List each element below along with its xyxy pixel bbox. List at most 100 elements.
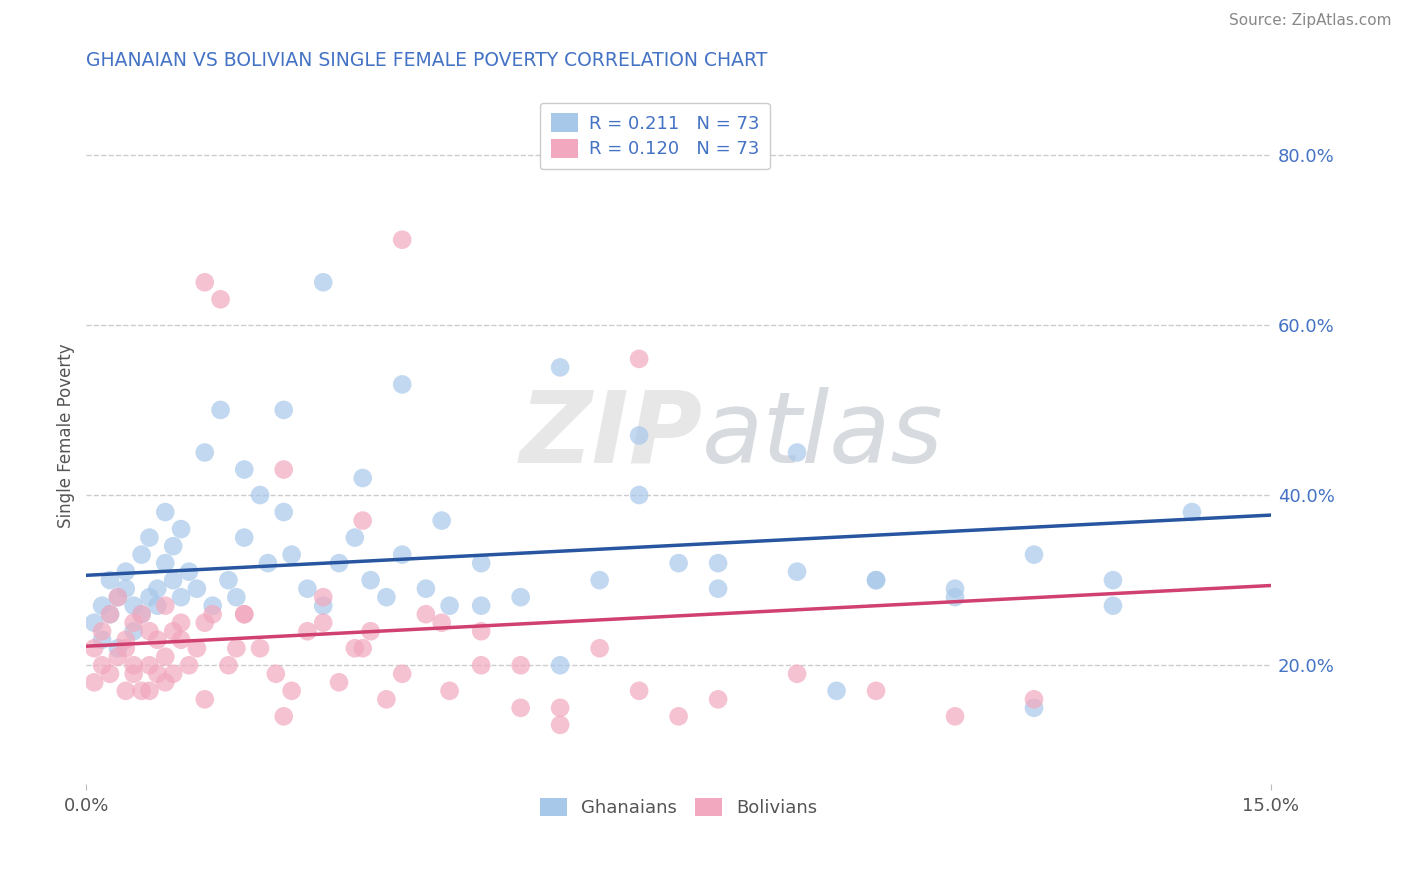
Point — [155, 649, 177, 664]
Point — [707, 692, 730, 706]
Point — [360, 573, 382, 587]
Point — [548, 718, 571, 732]
Point — [225, 590, 247, 604]
Point — [280, 548, 302, 562]
Point — [131, 607, 153, 622]
Point — [628, 488, 651, 502]
Point — [297, 582, 319, 596]
Point — [162, 539, 184, 553]
Point — [138, 590, 160, 604]
Point — [391, 233, 413, 247]
Point — [155, 556, 177, 570]
Point — [628, 683, 651, 698]
Point — [155, 599, 177, 613]
Point — [138, 683, 160, 698]
Point — [233, 607, 256, 622]
Point — [548, 360, 571, 375]
Point — [1022, 692, 1045, 706]
Point — [312, 615, 335, 630]
Point — [122, 658, 145, 673]
Point — [264, 666, 287, 681]
Point — [668, 556, 690, 570]
Point — [865, 573, 887, 587]
Point — [588, 573, 610, 587]
Point — [668, 709, 690, 723]
Point — [138, 531, 160, 545]
Y-axis label: Single Female Poverty: Single Female Poverty — [58, 343, 75, 528]
Point — [122, 624, 145, 639]
Point — [865, 573, 887, 587]
Point — [194, 615, 217, 630]
Point — [1102, 573, 1125, 587]
Point — [786, 666, 808, 681]
Point — [201, 607, 224, 622]
Point — [509, 590, 531, 604]
Point — [217, 573, 239, 587]
Point — [98, 607, 121, 622]
Point — [170, 615, 193, 630]
Point — [470, 556, 492, 570]
Point — [707, 556, 730, 570]
Point — [162, 666, 184, 681]
Point — [786, 565, 808, 579]
Point — [343, 531, 366, 545]
Legend: Ghanaians, Bolivians: Ghanaians, Bolivians — [533, 790, 825, 824]
Point — [628, 351, 651, 366]
Point — [194, 692, 217, 706]
Point — [186, 582, 208, 596]
Point — [343, 641, 366, 656]
Point — [170, 590, 193, 604]
Point — [1022, 701, 1045, 715]
Point — [114, 565, 136, 579]
Point — [352, 514, 374, 528]
Point — [146, 582, 169, 596]
Point — [391, 666, 413, 681]
Point — [114, 632, 136, 647]
Point — [131, 683, 153, 698]
Point — [98, 573, 121, 587]
Point — [107, 649, 129, 664]
Point — [943, 709, 966, 723]
Point — [273, 505, 295, 519]
Point — [217, 658, 239, 673]
Point — [186, 641, 208, 656]
Point — [91, 624, 114, 639]
Point — [233, 607, 256, 622]
Point — [1181, 505, 1204, 519]
Point — [312, 599, 335, 613]
Point — [114, 683, 136, 698]
Point — [360, 624, 382, 639]
Point — [122, 615, 145, 630]
Text: atlas: atlas — [703, 387, 943, 484]
Point — [430, 615, 453, 630]
Point — [415, 607, 437, 622]
Point — [548, 701, 571, 715]
Point — [312, 590, 335, 604]
Point — [107, 590, 129, 604]
Point — [170, 632, 193, 647]
Point — [146, 632, 169, 647]
Point — [1102, 599, 1125, 613]
Point — [162, 573, 184, 587]
Point — [122, 599, 145, 613]
Point — [91, 599, 114, 613]
Point — [233, 462, 256, 476]
Point — [707, 582, 730, 596]
Point — [312, 275, 335, 289]
Point — [91, 632, 114, 647]
Point — [201, 599, 224, 613]
Point — [297, 624, 319, 639]
Point — [509, 701, 531, 715]
Point — [588, 641, 610, 656]
Point — [280, 683, 302, 698]
Point — [114, 641, 136, 656]
Point — [91, 658, 114, 673]
Point — [430, 514, 453, 528]
Point — [83, 641, 105, 656]
Point — [225, 641, 247, 656]
Point — [328, 675, 350, 690]
Point — [439, 683, 461, 698]
Point — [273, 462, 295, 476]
Point — [138, 658, 160, 673]
Point — [415, 582, 437, 596]
